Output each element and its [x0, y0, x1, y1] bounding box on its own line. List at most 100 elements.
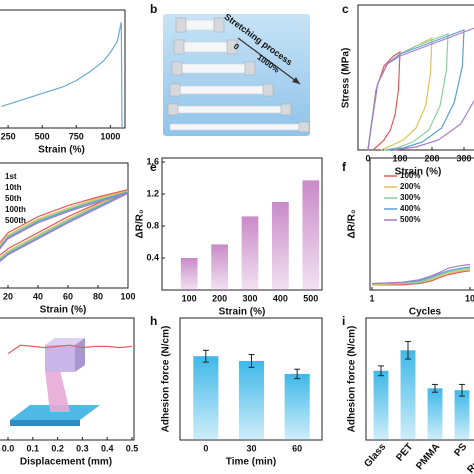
clamp: [213, 17, 225, 33]
legend-label: 100th: [5, 205, 26, 214]
plot-frame: [0, 9, 126, 129]
x-tick-label: 0.2: [51, 443, 64, 453]
legend-label: 200%: [400, 182, 420, 191]
clamp: [262, 83, 274, 97]
legend-label: 10th: [5, 183, 22, 192]
data-line: [367, 27, 474, 151]
clamp: [167, 103, 179, 116]
x-tick-label: 40: [33, 291, 43, 301]
bar: [193, 356, 219, 440]
x-tick-label: 60: [63, 291, 73, 301]
legend-label: 400%: [400, 204, 420, 213]
x-tick-label: Rubber: [465, 441, 474, 474]
x-axis-label: Strain (%): [395, 167, 442, 178]
data-line: [1, 22, 123, 129]
plot-frame: [0, 162, 129, 289]
plot-frame: [0, 317, 135, 441]
y-axis-label: ΔR/R₀: [135, 210, 146, 239]
x-axis-label: Displacement (mm): [20, 457, 112, 468]
x-tick-label: 0.3: [76, 443, 89, 453]
x-tick-label: 20: [3, 291, 13, 301]
y-tick-label: 1.6: [146, 156, 159, 166]
x-tick-label: 1: [369, 293, 374, 303]
bar: [238, 360, 265, 440]
x-axis-label: Strain (%): [40, 305, 87, 316]
data-line: [0, 189, 129, 256]
x-tick-label: 100: [182, 293, 197, 303]
y-tick-label: 0.4: [146, 252, 159, 262]
specimen: [169, 123, 306, 131]
specimen: [173, 85, 270, 95]
y-tick-label: 0.8: [146, 220, 159, 230]
bar: [400, 350, 416, 440]
legend-label: 50th: [5, 194, 22, 203]
x-tick-label: 250: [1, 131, 16, 141]
data-line: [0, 190, 129, 259]
clamp-block: [45, 345, 75, 372]
clamp: [169, 83, 181, 97]
data-line: [372, 267, 471, 285]
x-tick-label: PET: [394, 442, 415, 464]
clamp: [171, 61, 183, 76]
bar: [180, 258, 198, 290]
clamp-top: [45, 338, 85, 345]
x-tick-label: 500: [303, 293, 318, 303]
legend-label: 1st: [5, 172, 17, 181]
panel-letter: c: [342, 2, 349, 16]
clamp: [280, 103, 292, 116]
x-tick-label: 500: [35, 131, 50, 141]
x-tick-label: 10: [465, 293, 474, 303]
bar: [373, 370, 389, 440]
x-tick-label: 0: [203, 443, 208, 453]
x-axis-label: Strain (%): [38, 145, 85, 156]
clamp: [298, 121, 310, 133]
x-tick-label: 300: [242, 293, 257, 303]
x-axis-label: Time (min): [226, 457, 276, 468]
clamps: [167, 17, 310, 133]
y-axis-label: Adhesion force (N/cm): [161, 326, 172, 433]
specimen: [171, 105, 288, 114]
legend-label: 500%: [400, 215, 420, 224]
panel-letter: e: [150, 160, 157, 174]
bar: [211, 244, 228, 290]
x-tick-label: PS: [452, 441, 469, 459]
panel-g-illustration: [10, 338, 100, 426]
data-line: [0, 191, 129, 261]
y-axis-label: Stress (MPa): [341, 48, 352, 109]
panel-letter: b: [150, 2, 157, 16]
specimen: [177, 41, 234, 53]
panel-letter: f: [342, 160, 347, 174]
bar: [427, 388, 443, 440]
x-tick-label: PMMA: [414, 442, 442, 472]
x-tick-label: 0.5: [126, 443, 139, 453]
plot-frame: [369, 157, 474, 291]
x-tick-label: Glass: [362, 441, 388, 469]
panel-letter: h: [150, 314, 157, 328]
data-line: [7, 344, 133, 355]
panel-b-photo: Stretching process 0 1000%: [163, 11, 310, 136]
annotation: 0: [232, 42, 241, 52]
x-tick-label: 80: [93, 291, 103, 301]
x-axis-label: Strain (%): [219, 307, 266, 318]
x-tick-label: 100: [120, 291, 135, 301]
x-tick-label: 750: [69, 131, 84, 141]
arrow: [237, 37, 301, 85]
panel-letter: i: [342, 314, 345, 328]
x-tick-label: 0.1: [27, 443, 40, 453]
y-axis-label: ΔR/R₀: [347, 210, 358, 239]
clamp: [244, 61, 256, 76]
clamp: [173, 39, 185, 55]
data-line: [371, 263, 471, 285]
substrate: [10, 405, 100, 420]
legend-label: 300%: [400, 193, 420, 202]
bar: [284, 373, 310, 440]
data-line: [367, 50, 401, 151]
legend-label: 100%: [400, 171, 420, 180]
arrow-head: [292, 77, 300, 84]
x-tick-label: 0.0: [2, 443, 15, 453]
bar: [302, 180, 320, 290]
bar: [241, 216, 259, 290]
data-line: [372, 270, 471, 286]
plot-frame: [357, 4, 474, 151]
